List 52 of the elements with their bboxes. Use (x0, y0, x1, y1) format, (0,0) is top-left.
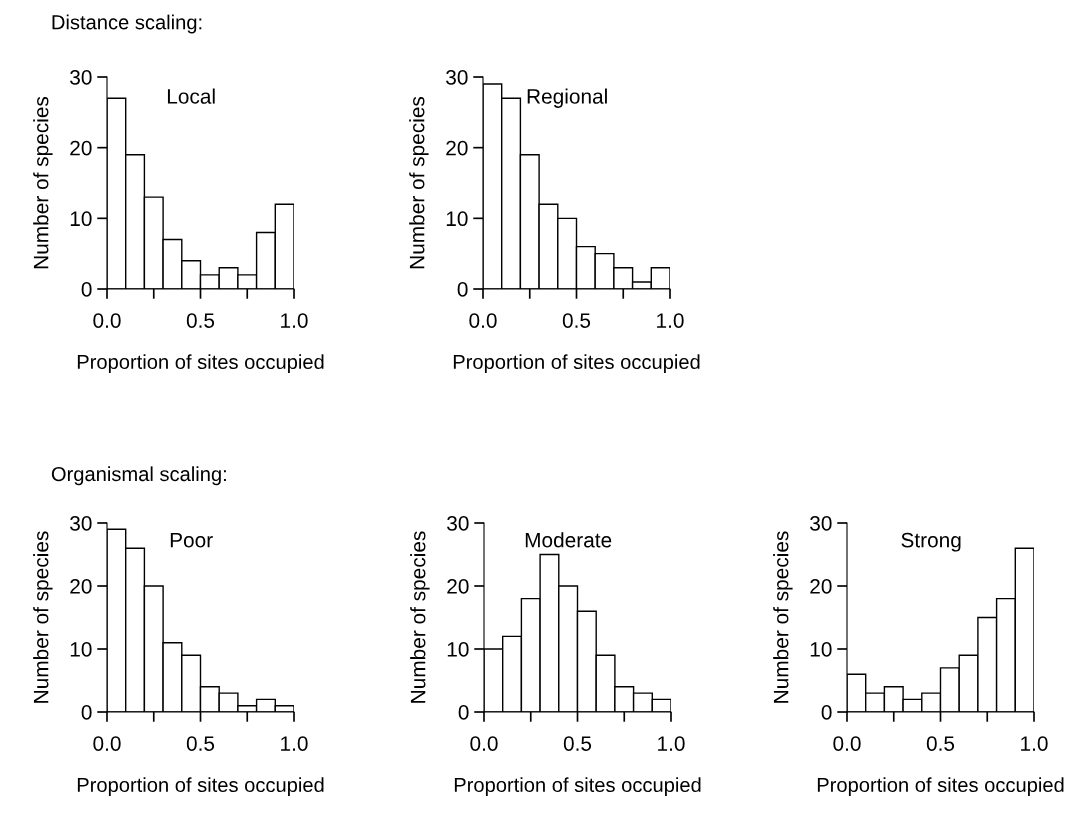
y-tick-label: 30 (70, 70, 92, 85)
y-tick-label: 10 (446, 211, 468, 227)
y-axis-title: Number of species (773, 531, 793, 703)
y-tick-label: 20 (70, 579, 92, 594)
text: Distance scaling: (52, 14, 202, 34)
x-tick-label: 1.0 (657, 313, 684, 328)
y-axis-title: Number of species (33, 531, 53, 703)
x-axis-title: Proportion of sites occupied (77, 354, 324, 374)
x-axis-title: Proportion of sites occupied (454, 777, 701, 797)
y-tick-label: 10 (810, 642, 832, 657)
x-tick-label: 1.0 (281, 736, 308, 751)
x-axis-title: Proportion of sites occupied (453, 354, 700, 374)
y-tick-label: 20 (810, 579, 832, 594)
chart-title: Strong (901, 532, 961, 552)
x-tick-label: 0.5 (186, 736, 215, 751)
x-axis-title: Proportion of sites occupied (77, 777, 324, 797)
chart-title: Poor (170, 532, 213, 548)
x-tick-label: 0.0 (469, 313, 497, 328)
y-tick-label: 30 (447, 516, 469, 531)
y-tick-label: 30 (70, 516, 92, 531)
x-tick-label: 1.0 (658, 736, 685, 751)
text: Regional (527, 88, 607, 108)
y-tick-label: 0 (821, 705, 832, 720)
y-tick-label: 0 (81, 282, 92, 297)
y-tick-label: 20 (70, 140, 92, 156)
y-tick-label: 0 (81, 705, 92, 720)
y-tick-label: 30 (446, 70, 468, 85)
x-axis-title: Proportion of sites occupied (817, 777, 1064, 797)
x-tick-label: 0.0 (833, 736, 861, 751)
y-tick-label: 0 (458, 705, 469, 720)
chart-title: Local (167, 88, 215, 104)
y-tick-label: 20 (446, 140, 468, 156)
y-tick-label: 30 (810, 516, 832, 531)
y-axis-title: Number of species (409, 96, 429, 269)
y-tick-label: 10 (70, 642, 92, 657)
x-tick-label: 0.5 (562, 313, 591, 328)
x-tick-label: 0.0 (93, 313, 121, 328)
x-tick-label: 0.5 (926, 736, 955, 751)
y-tick-label: 20 (447, 579, 469, 594)
x-tick-label: 1.0 (281, 313, 308, 328)
y-tick-label: 10 (447, 642, 469, 657)
y-tick-label: 0 (457, 282, 468, 297)
x-tick-label: 0.5 (563, 736, 592, 751)
x-tick-label: 0.5 (186, 313, 215, 328)
x-tick-label: 0.0 (93, 736, 121, 751)
y-axis-title: Number of species (33, 96, 53, 269)
text: Organismal scaling: (51, 466, 226, 486)
y-axis-title: Number of species (410, 531, 430, 703)
x-tick-label: 0.0 (470, 736, 498, 751)
y-tick-label: 10 (70, 211, 92, 227)
chart-title: Moderate (525, 532, 612, 548)
x-tick-label: 1.0 (1021, 736, 1048, 751)
